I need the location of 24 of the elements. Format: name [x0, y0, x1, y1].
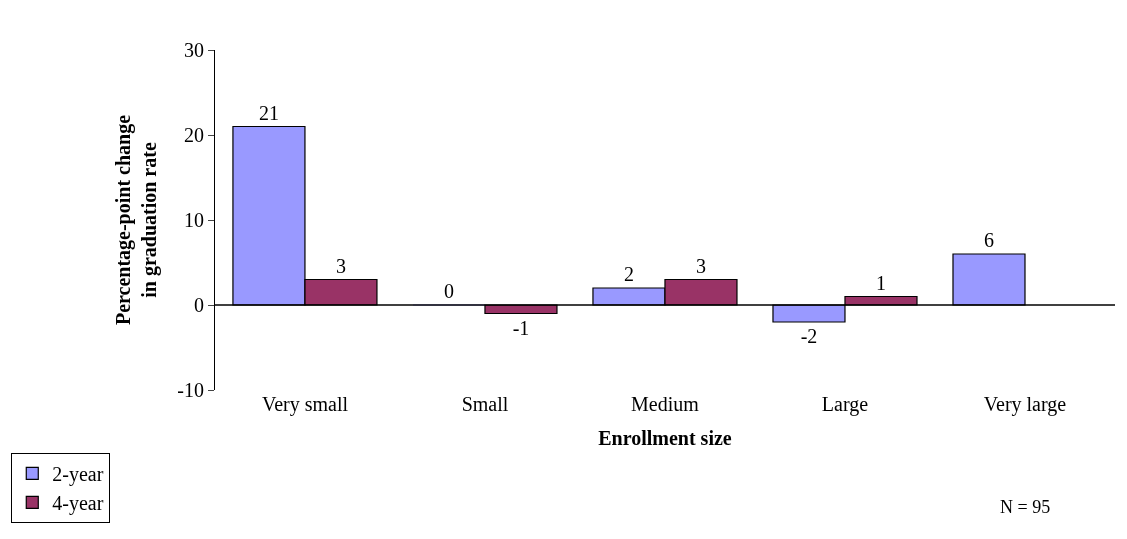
data-label: -1 [512, 316, 530, 339]
y-tick-label: 30 [183, 39, 204, 61]
x-tick-label: Very small [261, 393, 349, 416]
x-tick-label: Large [821, 393, 869, 416]
y-tick-label: 0 [193, 294, 204, 316]
y-axis-title: Percentage-point change in graduation rate [111, 114, 161, 326]
x-axis-title: Enrollment size [598, 426, 732, 449]
x-tick-label: Small [461, 393, 509, 415]
y-tick-label: 20 [183, 124, 204, 146]
data-label: -2 [800, 325, 818, 347]
data-label: 1 [875, 271, 886, 294]
data-label: 3 [335, 254, 346, 277]
data-label: 0 [443, 280, 454, 302]
legend-label: 2-year [52, 463, 104, 487]
y-tick-label: -10 [177, 379, 204, 401]
x-tick-label: Very large [983, 393, 1067, 416]
data-label: 21 [258, 101, 279, 124]
legend-label: 4-year [52, 492, 104, 516]
data-label: 6 [983, 229, 994, 251]
x-tick-label: Medium [631, 393, 700, 415]
data-label: 2 [623, 263, 634, 285]
text: N = 95 [1000, 497, 1051, 517]
y-tick-label: 10 [183, 209, 204, 231]
data-label: 3 [695, 254, 706, 277]
